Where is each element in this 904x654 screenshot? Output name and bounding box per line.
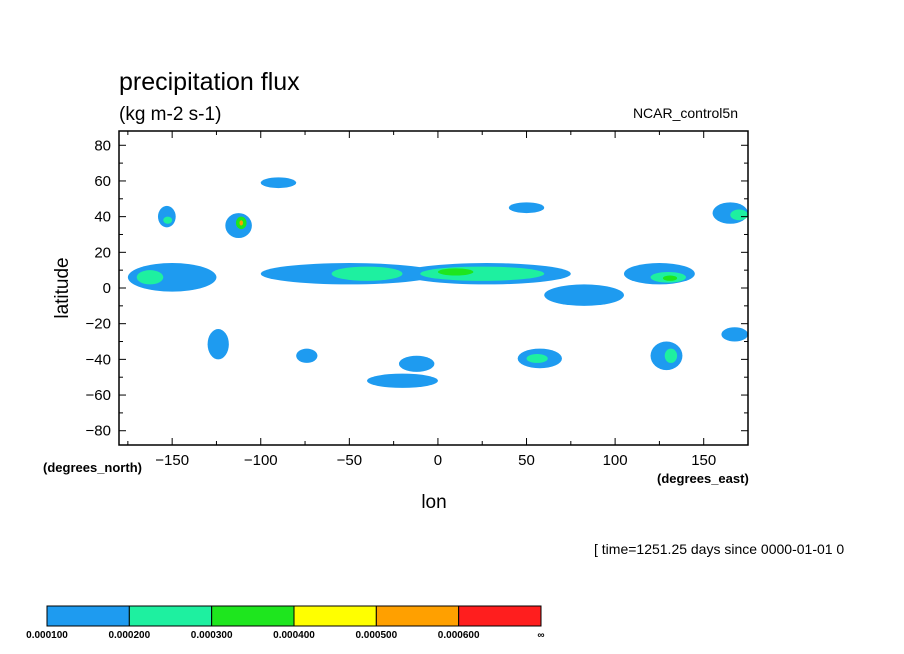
precip-region-24	[526, 354, 548, 363]
x-axis-label: lon	[421, 492, 446, 513]
x-axis: −150 −100 −50 0 50 100 150	[127, 131, 749, 469]
y-tick-label: 60	[94, 173, 111, 190]
precip-region-9	[331, 266, 403, 281]
x-tick-label: −50	[337, 452, 362, 469]
x-tick-label: 0	[434, 452, 442, 469]
colorbar-label: 0.000300	[191, 630, 233, 641]
colorbar-label: 0.000200	[108, 630, 150, 641]
precip-region-16	[662, 275, 678, 281]
colorbar-label: 0.000600	[438, 630, 480, 641]
x-tick-label: −150	[155, 452, 189, 469]
plot-frame	[118, 130, 749, 446]
y-tick-label: −60	[86, 387, 111, 404]
x-units-note: (degrees_east)	[657, 471, 749, 486]
precip-region-18	[730, 209, 748, 221]
colorbar-swatch	[128, 605, 213, 627]
x-tick-label: −100	[244, 452, 278, 469]
precip-region-13	[508, 202, 545, 214]
y-axis-label: latitude	[52, 257, 73, 318]
precip-region-6	[239, 220, 244, 226]
time-annotation: [ time=1251.25 days since 0000-01-01 0	[594, 541, 844, 557]
colorbar-swatch	[375, 605, 460, 627]
x-tick-label: 100	[603, 452, 628, 469]
x-tick-label: 150	[691, 452, 716, 469]
colorbar-swatch	[46, 605, 130, 627]
colorbar-label: 0.000500	[355, 630, 397, 641]
precip-region-3	[163, 216, 173, 224]
colorbar-label: 0.000100	[26, 630, 68, 641]
precip-region-2	[157, 205, 176, 228]
precip-region-7	[260, 177, 297, 189]
precip-region-26	[664, 348, 678, 363]
colorbar: 0.000100 0.000200 0.000300 0.000400 0.000500…	[26, 605, 545, 641]
colorbar-swatch	[293, 605, 377, 627]
y-axis: 80 60 40 20 0 −20 −40 −60 −80	[86, 137, 748, 440]
precip-region-21	[398, 355, 435, 372]
chart-units: (kg m-2 s-1)	[119, 104, 221, 125]
colorbar-swatch	[211, 605, 295, 627]
precip-region-1	[136, 270, 164, 285]
colorbar-swatch	[458, 605, 542, 627]
y-tick-label: 20	[94, 244, 111, 261]
colorbar-label: ∞	[537, 630, 544, 641]
chart-title: precipitation flux	[119, 68, 300, 96]
y-tick-label: 0	[103, 280, 111, 297]
y-tick-label: 40	[94, 209, 111, 226]
precip-region-22	[367, 373, 438, 388]
dataset-label: NCAR_control5n	[633, 105, 738, 121]
y-tick-label: −20	[86, 316, 111, 333]
y-units-note: (degrees_north)	[43, 460, 142, 475]
precip-region-12	[437, 268, 474, 276]
precip-region-20	[296, 348, 318, 363]
precip-region-19	[207, 329, 229, 360]
precip-region-28	[544, 284, 624, 306]
precip-region-11	[420, 266, 545, 281]
y-tick-label: 80	[94, 137, 111, 154]
x-tick-label: 50	[518, 452, 535, 469]
precip-region-27	[721, 327, 748, 342]
y-tick-label: −40	[86, 351, 111, 368]
precip-region-0	[127, 263, 217, 292]
y-tick-label: −80	[86, 423, 111, 440]
precipitation-field	[127, 177, 748, 388]
colorbar-label: 0.000400	[273, 630, 315, 641]
